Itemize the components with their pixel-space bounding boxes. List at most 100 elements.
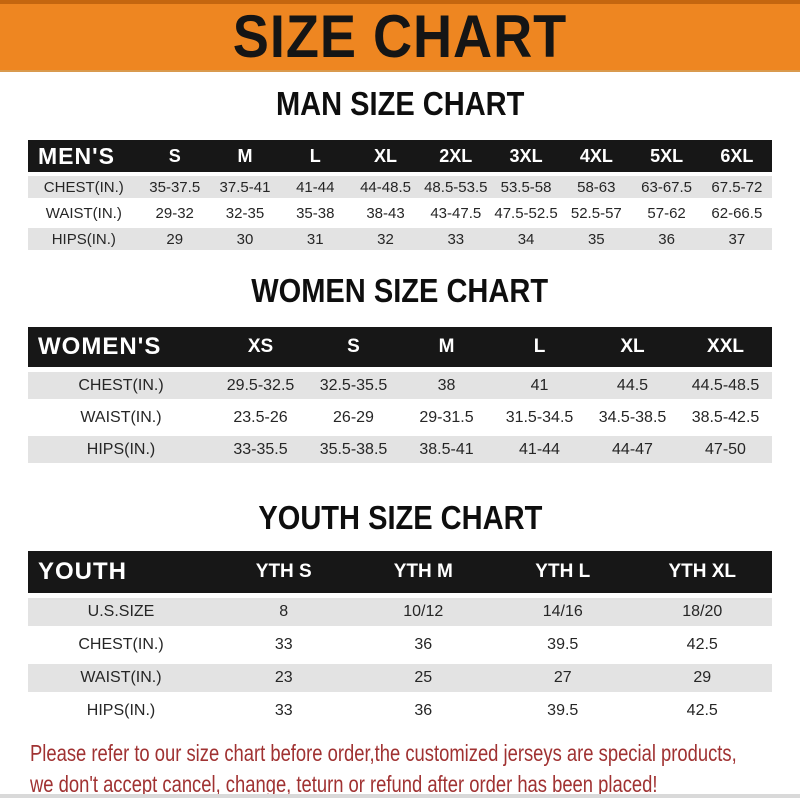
column-header: 6XL xyxy=(720,145,754,166)
row-label: U.S.SIZE xyxy=(87,603,155,620)
column-header: XL xyxy=(620,336,645,357)
column-header: L xyxy=(533,336,546,357)
column-header: 2XL xyxy=(439,145,473,166)
column-header: L xyxy=(309,145,321,166)
table-row: HIPS(IN.) 29 30 31 32 33 34 35 36 37 xyxy=(28,228,772,250)
table-cell: 44.5 xyxy=(616,376,649,394)
table-cell: 35.5-38.5 xyxy=(319,440,388,458)
table-cell: 23 xyxy=(274,669,293,686)
youth-size-chart-section: YOUTH SIZE CHART YOUTH YTH S YTH M YTH L YTH… xyxy=(0,499,800,725)
women-size-chart-section: WOMEN SIZE CHART WOMEN'S XS S M L XL XXL CHEST(… xyxy=(0,272,800,463)
table-cell: 48.5-53.5 xyxy=(424,178,488,196)
table-cell: 29-31.5 xyxy=(419,408,474,426)
table-cell: 42.5 xyxy=(686,702,718,719)
table-cell: 44.5-48.5 xyxy=(691,376,760,394)
table-cell: 35 xyxy=(587,230,605,248)
table-cell: 36 xyxy=(658,230,675,248)
column-header: XXL xyxy=(707,336,744,357)
table-cell: 35-37.5 xyxy=(149,178,201,196)
table-cell: 63-67.5 xyxy=(641,178,693,196)
table-cell: 38.5-41 xyxy=(419,440,474,458)
table-cell: 41 xyxy=(530,376,549,394)
table-row: CHEST(IN.) 35-37.5 37.5-41 41-44 44-48.5 48.5… xyxy=(28,176,772,198)
table-cell: 26-29 xyxy=(333,408,374,426)
table-cell: 32-35 xyxy=(225,204,265,222)
table-cell: 29 xyxy=(166,230,184,248)
table-cell: 10/12 xyxy=(403,603,444,620)
youth-section-heading: YOUTH SIZE CHART xyxy=(258,499,542,536)
column-header: M xyxy=(438,336,455,357)
order-notice: Please refer to our size chart before or… xyxy=(0,738,800,800)
man-size-chart-section: MAN SIZE CHART MEN'S S M L XL 2XL 3XL 4XL 5XL 6XL… xyxy=(0,85,800,250)
column-header: YTH XL xyxy=(668,561,737,582)
man-section-heading: MAN SIZE CHART xyxy=(275,85,525,122)
table-cell: 29-32 xyxy=(155,204,194,222)
table-cell: 33 xyxy=(274,636,293,653)
table-cell: 14/16 xyxy=(542,603,583,620)
youth-size-table: YOUTH YTH S YTH M YTH L YTH XL U.S.SIZE 8 10/12… xyxy=(28,551,772,725)
row-label: WAIST(IN.) xyxy=(80,408,162,426)
table-cell: 27 xyxy=(553,669,572,686)
table-cell: 35-38 xyxy=(296,204,335,222)
table-cell: 29 xyxy=(693,669,712,686)
table-cell: 44-48.5 xyxy=(360,178,411,196)
table-cell: 47-50 xyxy=(705,440,746,458)
table-row: WAIST(IN.) 23.5-26 26-29 29-31.5 31.5-34.5 34… xyxy=(28,404,772,431)
row-label: CHEST(IN.) xyxy=(78,376,164,394)
table-cell: 38-43 xyxy=(366,204,405,222)
table-cell: 42.5 xyxy=(686,636,718,653)
table-row: CHEST(IN.) 29.5-32.5 32.5-35.5 38 41 44.5 44.5… xyxy=(28,372,772,399)
table-cell: 41-44 xyxy=(296,178,335,196)
table-cell: 67.5-72 xyxy=(711,178,763,196)
column-header: YTH M xyxy=(393,561,453,582)
table-cell: 18/20 xyxy=(682,603,723,620)
notice-line-2: we don't accept cancel, change, teturn o… xyxy=(30,771,658,797)
column-header: YTH L xyxy=(535,561,591,582)
table-cell: 25 xyxy=(414,669,433,686)
table-cell: 39.5 xyxy=(547,702,579,719)
table-header-label: YOUTH xyxy=(38,558,127,585)
womens-size-table: WOMEN'S XS S M L XL XXL CHEST(IN.) 29.5-32.5 32.5… xyxy=(28,327,772,463)
table-cell: 29.5-32.5 xyxy=(226,376,295,394)
row-label: CHEST(IN.) xyxy=(43,178,124,196)
column-header: S xyxy=(168,145,181,166)
notice-line-1: Please refer to our size chart before or… xyxy=(30,740,737,766)
table-row: WAIST(IN.) 29-32 32-35 35-38 38-43 43-47.5 47.… xyxy=(28,202,772,224)
page-title: SIZE CHART xyxy=(232,3,568,71)
mens-size-table: MEN'S S M L XL 2XL 3XL 4XL 5XL 6XL CHEST(IN.) 35-37… xyxy=(28,140,772,250)
column-header: 3XL xyxy=(509,145,543,166)
row-label: HIPS(IN.) xyxy=(51,230,116,248)
row-label: WAIST(IN.) xyxy=(80,669,162,686)
bottom-edge-divider xyxy=(0,794,800,798)
table-cell: 38 xyxy=(437,376,456,394)
row-label: HIPS(IN.) xyxy=(86,702,156,719)
row-label: CHEST(IN.) xyxy=(78,636,164,653)
column-header: S xyxy=(347,336,360,357)
table-cell: 31 xyxy=(306,230,324,248)
table-row: CHEST(IN.) 33 36 39.5 42.5 xyxy=(28,631,772,659)
column-header: YTH S xyxy=(255,561,312,582)
table-cell: 8 xyxy=(279,603,289,620)
table-cell: 31.5-34.5 xyxy=(505,408,574,426)
column-header: M xyxy=(237,145,253,166)
table-cell: 36 xyxy=(414,636,433,653)
table-cell: 53.5-58 xyxy=(500,178,552,196)
table-cell: 33 xyxy=(447,230,465,248)
size-chart-banner: SIZE CHART xyxy=(0,0,800,72)
table-row: WAIST(IN.) 23 25 27 29 xyxy=(28,664,772,692)
table-cell: 37.5-41 xyxy=(219,178,271,196)
table-cell: 52.5-57 xyxy=(570,204,622,222)
table-cell: 33 xyxy=(274,702,293,719)
table-header-row: MEN'S S M L XL 2XL 3XL 4XL 5XL 6XL xyxy=(28,140,772,172)
table-cell: 57-62 xyxy=(647,204,686,222)
table-cell: 41-44 xyxy=(519,440,560,458)
table-row: HIPS(IN.) 33-35.5 35.5-38.5 38.5-41 41-44 44-… xyxy=(28,436,772,463)
table-row: HIPS(IN.) 33 36 39.5 42.5 xyxy=(28,697,772,725)
size-chart-content: MAN SIZE CHART MEN'S S M L XL 2XL 3XL 4XL 5XL 6XL… xyxy=(0,85,800,725)
table-cell: 32 xyxy=(377,230,394,248)
table-cell: 32.5-35.5 xyxy=(319,376,388,394)
table-header-row: WOMEN'S XS S M L XL XXL xyxy=(28,327,772,367)
table-header-label: MEN'S xyxy=(38,142,115,169)
table-cell: 33-35.5 xyxy=(233,440,288,458)
table-cell: 39.5 xyxy=(547,636,579,653)
